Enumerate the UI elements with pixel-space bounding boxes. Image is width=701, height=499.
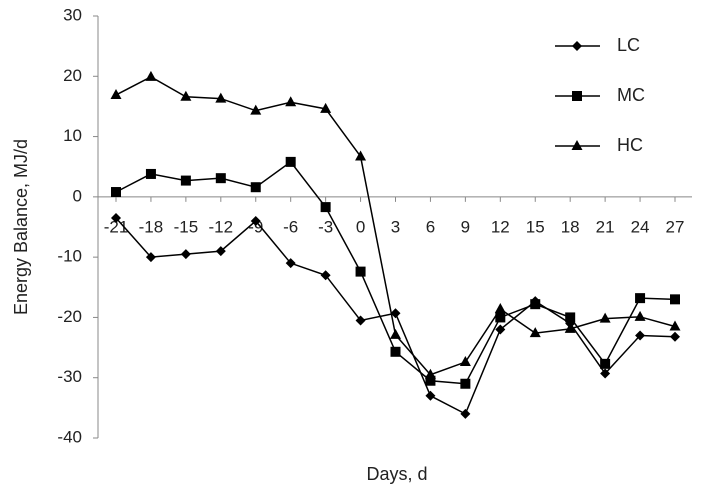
x-tick-label: 18 [561,217,580,236]
x-tick-label: 9 [461,217,470,236]
marker [572,91,582,101]
marker [669,320,681,331]
marker [459,356,471,367]
x-tick-label: 15 [526,217,545,236]
marker [529,327,541,338]
x-tick-label: -18 [139,217,164,236]
marker [355,315,366,326]
x-tick-label: 21 [596,217,615,236]
marker [530,299,541,310]
marker [320,202,331,213]
legend-label: LC [617,35,640,55]
marker [250,182,261,193]
x-tick-label: 6 [426,217,435,236]
marker [565,312,576,323]
marker [215,173,226,184]
marker [425,375,436,386]
marker [425,390,436,401]
marker [250,104,262,115]
y-tick-label: -30 [57,367,82,386]
y-tick-label: 30 [63,5,82,24]
y-tick-label: -40 [57,427,82,446]
marker [572,41,582,51]
x-tick-label: -12 [209,217,234,236]
y-tick-label: 20 [63,66,82,85]
x-tick-label: -6 [283,217,298,236]
marker [670,294,680,305]
marker [250,215,261,226]
marker [110,88,122,99]
x-tick-label: -15 [174,217,199,236]
marker [215,246,226,257]
marker [460,408,471,419]
marker [145,70,157,81]
marker [111,212,121,223]
x-tick-label: 0 [356,217,365,236]
marker [285,156,296,167]
marker [355,150,367,161]
marker [390,328,401,339]
marker [564,322,576,333]
marker [424,368,436,379]
marker [600,358,611,369]
marker [145,168,156,179]
y-tick-label: -10 [57,247,82,266]
x-tick-label: 12 [491,217,510,236]
marker [285,96,297,107]
legend-label: MC [617,85,645,105]
x-axis-title: Days, d [366,464,427,484]
marker [599,312,611,323]
marker [634,310,646,321]
marker [145,252,156,263]
y-tick-label: 0 [73,186,82,205]
marker [111,187,121,198]
x-tick-label: -21 [104,217,129,236]
marker [390,346,401,357]
y-axis-title: Energy Balance, MJ/d [11,139,31,315]
marker [635,330,646,341]
marker [180,175,191,186]
marker [180,90,192,101]
legend-label: HC [617,135,643,155]
marker [355,266,366,277]
marker [495,312,506,323]
marker [494,302,506,313]
marker [635,293,646,304]
marker [670,331,680,342]
x-tick-label: 3 [391,217,400,236]
x-tick-label: 24 [631,217,650,236]
marker [320,270,331,281]
marker [285,258,296,269]
x-tick-label: 27 [666,217,685,236]
marker [571,140,583,150]
marker [390,308,401,319]
marker [460,378,471,389]
x-tick-label: -3 [318,217,333,236]
marker [180,249,191,260]
marker [320,102,332,113]
y-tick-label: -20 [57,307,82,326]
y-tick-label: 10 [63,126,82,145]
marker [215,92,227,103]
marker [495,324,506,335]
marker [600,368,611,379]
